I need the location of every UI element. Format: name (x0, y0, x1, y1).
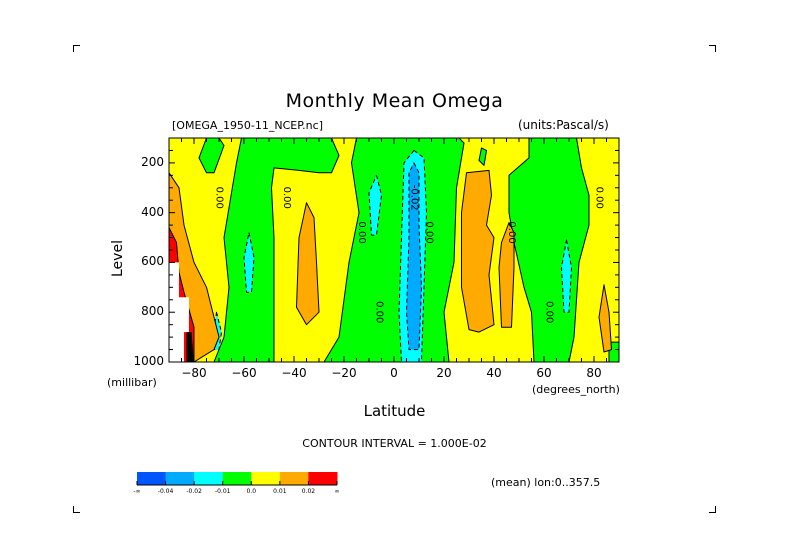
contour-label: 0.00 (594, 187, 605, 209)
corner-mark-bottom-left (73, 506, 80, 513)
contour-region-18 (598, 284, 612, 353)
contour-label: 0.00 (281, 187, 292, 209)
contour-label: 0.00 (544, 301, 555, 323)
contour-region-10 (368, 174, 382, 236)
chart-title: Monthly Mean Omega (285, 90, 504, 112)
contour-fill-group: 0.00 0.00 0.00 0.00 -0.02 0.00 0.00 0.00 0.00 (169, 138, 619, 362)
x-tick-label: 20 (436, 366, 452, 380)
colorbar-tick-label: 0.01 (273, 488, 287, 495)
colorbar-swatch (251, 472, 281, 485)
contour-region-15 (296, 202, 320, 326)
y-tick-label: 200 (141, 154, 164, 169)
x-tick-label: −40 (281, 366, 307, 380)
x-tick-label: 80 (586, 366, 602, 380)
file-label: [OMEGA_1950-11_NCEP.nc] (172, 119, 323, 132)
y-tick-label: 1000 (133, 354, 164, 368)
x-tick-label: 40 (486, 366, 502, 380)
contour-region-21 (186, 332, 194, 362)
contour-label: 0.00 (506, 221, 517, 243)
corner-mark-top-right (709, 45, 716, 52)
average-label: (mean) lon:0..357.5 (491, 476, 601, 489)
y-axis-units: (millibar) (107, 376, 157, 389)
corner-mark-bottom-right (709, 506, 716, 513)
colorbar-tick-label: -∞ (133, 488, 140, 495)
colorbar-tick-label: 0.02 (302, 488, 316, 495)
contour-region-6 (478, 147, 487, 166)
colorbar-swatch (279, 472, 309, 485)
contour-label: 0.00 (374, 301, 385, 323)
colorbar-tick-label: -0.02 (186, 488, 202, 495)
contour-region-12 (561, 239, 572, 313)
contour-label: 0.00 (424, 221, 435, 243)
x-axis-units: (degrees_north) (532, 383, 620, 396)
x-axis-label: Latitude (363, 402, 426, 420)
contour-region-13 (406, 162, 422, 351)
x-tick-label: −60 (231, 366, 257, 380)
contour-region-2 (213, 138, 340, 362)
colorbar-tick-label: ∞ (335, 488, 340, 495)
units-label: (units:Pascal/s) (518, 118, 609, 132)
contour-region-8 (243, 232, 255, 293)
contour-label: -0.02 (409, 185, 420, 211)
y-tick-label: 800 (141, 304, 164, 319)
colorbar-swatch (137, 472, 167, 485)
contour-region-17 (498, 222, 515, 328)
y-tick-label: 600 (141, 254, 164, 269)
x-tick-label: −80 (181, 366, 207, 380)
x-tick-label: −20 (331, 366, 357, 380)
x-tick-label: 0 (390, 366, 398, 380)
contour-label: 0.00 (356, 221, 367, 243)
colorbar-tick-label: -0.04 (158, 488, 174, 495)
colorbar-swatch (165, 472, 195, 485)
colorbar-swatch (222, 472, 252, 485)
x-tick-label: 60 (536, 366, 552, 380)
contour-region-20 (169, 262, 189, 362)
y-tick-label: 400 (141, 204, 164, 219)
colorbar-swatch (308, 472, 338, 485)
contour-label: 0.00 (214, 187, 225, 209)
contour-region-3 (323, 138, 465, 362)
colorbar-swatch (194, 472, 224, 485)
contour-region-1 (198, 138, 225, 174)
contour-interval-label: CONTOUR INTERVAL = 1.000E-02 (302, 437, 487, 450)
colorbar-tick-label: -0.01 (215, 488, 231, 495)
corner-mark-top-left (73, 45, 80, 52)
contour-region-16 (461, 169, 495, 333)
colorbar-tick-label: 0.0 (247, 488, 257, 495)
